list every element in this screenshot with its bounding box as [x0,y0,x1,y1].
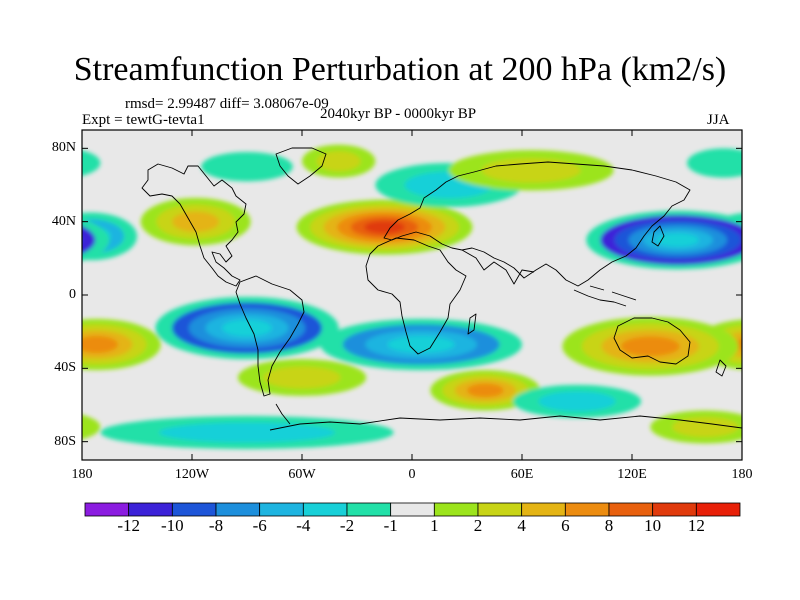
x-tick-label: 180 [731,467,753,482]
anomaly-11-level-1 [263,366,341,389]
anomaly-13-level-3 [467,383,504,398]
colorbar-swatch [128,502,173,517]
colorbar-swatch [259,502,304,517]
colorbar-label: 1 [430,516,439,535]
anomaly-7-wrap-level-5 [0,233,39,247]
plot-title: Streamfunction Perturbation at 200 hPa (… [73,51,727,88]
japan-coastline [651,225,665,247]
colorbar-swatch [652,502,697,517]
x-axis-ticks [81,130,743,460]
x-tick-label: 120E [617,467,647,482]
south-america-coastline [235,275,305,397]
colorbar-label: -8 [208,516,224,535]
antarctic-peninsula-coastline [275,403,291,425]
x-tick-label: 180 [71,467,93,482]
colorbar-swatch [390,502,435,517]
colorbar-label: 2 [473,516,483,535]
colorbar-label: -1 [383,516,398,535]
north-america-coastline [141,163,247,287]
anomaly-3-level-1 [316,151,361,172]
colorbar-label: -6 [252,516,267,535]
africa-coastline [365,237,467,355]
colorbar-swatch [695,502,741,517]
experiment-label: Expt = tewtG-tevta1 [82,112,205,128]
anomaly-16-wrap-level-0 [82,414,101,440]
anomaly-7-level-5 [656,233,699,247]
colorbar-label: -4 [296,516,311,535]
colorbar-swatch [346,502,392,517]
anomaly-7-wrap-level-0 [82,219,110,261]
colorbar-swatch [215,502,261,517]
anomaly-9-level-3 [82,335,119,354]
anomaly-6-level-1 [481,158,581,183]
anomaly-8-wrap-level-0 [82,150,101,176]
season-label: JJA [707,112,730,128]
colorbar-swatch [84,502,130,517]
anomaly-14-level-3 [621,336,680,357]
anomaly-7-wrap-level-1 [82,226,96,254]
anomaly-10-level-4 [222,319,272,337]
antarctica-coastline [269,415,742,431]
x-tick-label: 60W [288,467,316,482]
colorbar-swatch [171,502,217,517]
colorbar-label: -2 [339,516,355,535]
madagascar-coastline [467,313,477,335]
anomaly-2-level-0 [201,152,293,182]
anomaly-15-level-1 [538,391,616,412]
coastlines [141,147,742,431]
anomaly-1-level-2 [172,211,220,232]
x-tick-label: 120W [174,467,210,482]
colorbar-label: 6 [561,516,570,535]
y-tick-label: 40N [51,213,76,229]
colorbar-swatch [433,502,479,517]
colorbar [84,502,741,517]
anomaly-16-level-1 [672,417,739,437]
new-zealand-coastline [715,359,727,377]
colorbar-swatch [302,502,348,517]
south-asia-coastline [461,249,535,285]
y-tick-label: 80N [51,140,76,156]
period-label: 2040kyr BP - 0000kyr BP [320,106,477,122]
y-tick-label: 80S [54,433,76,449]
colorbar-label: 12 [687,516,705,535]
colorbar-label: 10 [644,516,662,535]
indonesia-coastline [573,285,637,307]
anomaly-8-level-0 [687,148,742,178]
anomaly-7-wrap-level-4 [0,229,53,252]
y-axis-ticks [82,147,742,443]
anomaly-4-level-5 [364,220,405,234]
y-tick-label: 40S [54,360,76,376]
colorbar-label: -12 [117,516,140,535]
anomaly-17-level-1 [159,422,335,443]
australia-coastline [613,317,691,365]
y-tick-label: 0 [69,287,76,302]
colorbar-label: -10 [160,516,184,535]
colorbar-swatch [564,502,610,517]
colorbar-swatch [608,502,654,517]
x-tick-label: 60E [510,467,534,482]
colorbar-label: 8 [604,516,614,535]
anomaly-12-level-3 [387,335,455,354]
contour-field [0,144,742,449]
x-tick-label: 0 [408,467,416,482]
colorbar-swatch [477,502,523,517]
colorbar-swatch [521,502,566,517]
greenland-coastline [275,147,327,185]
colorbar-label: 4 [517,516,526,535]
rmsd-text: rmsd= 2.99487 diff= 3.08067e-09 [125,96,329,112]
eurasia-coastline [383,161,691,287]
